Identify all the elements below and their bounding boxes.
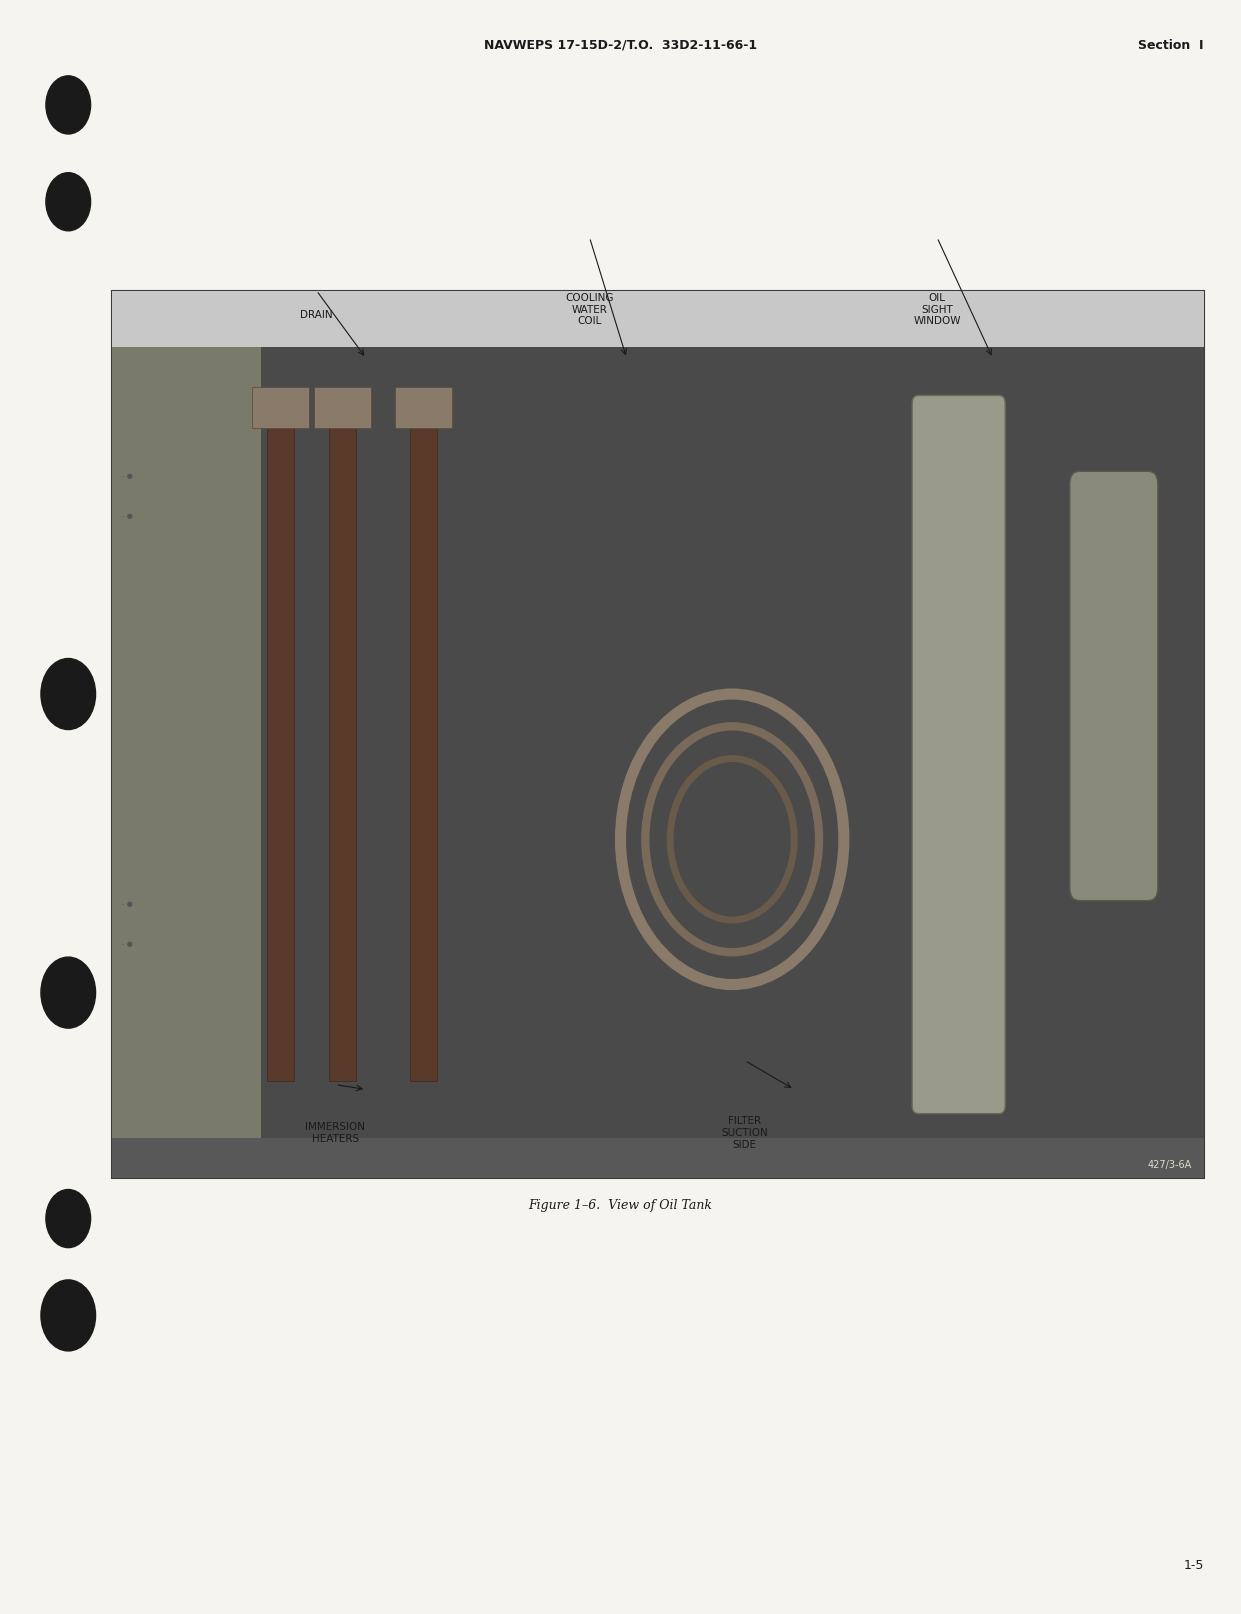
FancyBboxPatch shape [112, 291, 1204, 1178]
Text: NAVWEPS 17-15D-2/T.O.  33D2-11-66-1: NAVWEPS 17-15D-2/T.O. 33D2-11-66-1 [484, 39, 757, 52]
FancyBboxPatch shape [329, 420, 356, 1081]
Circle shape [41, 659, 96, 730]
Text: - ●: - ● [122, 941, 133, 947]
FancyBboxPatch shape [1070, 471, 1158, 901]
FancyBboxPatch shape [912, 395, 1005, 1114]
Text: Figure 1–6.  View of Oil Tank: Figure 1–6. View of Oil Tank [529, 1199, 712, 1212]
Circle shape [41, 1280, 96, 1351]
Text: 1-5: 1-5 [1184, 1559, 1204, 1572]
Text: - ●: - ● [122, 901, 133, 907]
Text: OIL
SIGHT
WINDOW: OIL SIGHT WINDOW [913, 294, 961, 326]
Text: COOLING
WATER
COIL: COOLING WATER COIL [565, 294, 614, 326]
Text: 427/3-6A: 427/3-6A [1147, 1160, 1191, 1170]
Circle shape [46, 173, 91, 231]
FancyBboxPatch shape [252, 387, 309, 428]
FancyBboxPatch shape [410, 420, 437, 1081]
Circle shape [46, 1190, 91, 1248]
FancyBboxPatch shape [112, 1138, 1204, 1178]
FancyBboxPatch shape [395, 387, 452, 428]
FancyBboxPatch shape [112, 347, 261, 1138]
Text: - ●: - ● [122, 473, 133, 479]
Text: - ●: - ● [122, 513, 133, 520]
Text: Section  I: Section I [1138, 39, 1204, 52]
Text: IMMERSION
HEATERS: IMMERSION HEATERS [305, 1122, 365, 1144]
Circle shape [46, 76, 91, 134]
FancyBboxPatch shape [112, 347, 1204, 1138]
Circle shape [41, 957, 96, 1028]
FancyBboxPatch shape [314, 387, 371, 428]
FancyBboxPatch shape [267, 420, 294, 1081]
Text: FILTER
SUCTION
SIDE: FILTER SUCTION SIDE [721, 1117, 768, 1149]
Text: DRAIN: DRAIN [300, 310, 333, 320]
FancyBboxPatch shape [112, 291, 1204, 347]
